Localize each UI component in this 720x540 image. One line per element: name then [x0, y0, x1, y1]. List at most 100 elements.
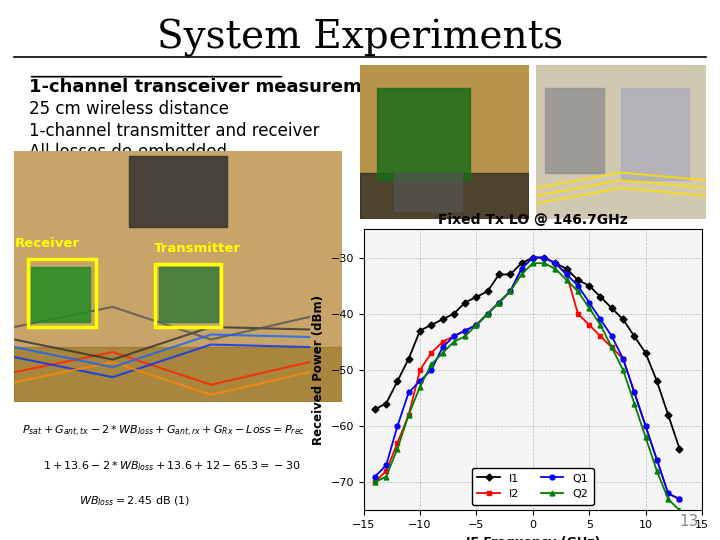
- Bar: [360, 173, 529, 219]
- I1: [574, 277, 582, 284]
- I2: [483, 310, 492, 317]
- I2: [528, 254, 537, 261]
- Q1: [540, 254, 549, 261]
- Q1: [528, 254, 537, 261]
- I1: [427, 322, 436, 328]
- I1: [382, 400, 390, 407]
- Q2: [461, 333, 469, 340]
- I1: [405, 355, 413, 362]
- I1: [506, 271, 515, 278]
- Bar: [31, 267, 90, 322]
- Q1: [562, 271, 571, 278]
- Bar: [158, 267, 217, 322]
- Text: 13: 13: [679, 514, 698, 529]
- Bar: [545, 88, 604, 173]
- I2: [664, 490, 672, 497]
- Q2: [675, 507, 684, 514]
- Text: All losses de-embedded: All losses de-embedded: [29, 143, 227, 161]
- Q2: [664, 496, 672, 502]
- Q2: [472, 322, 481, 328]
- I2: [630, 389, 639, 396]
- Q1: [608, 333, 616, 340]
- Q2: [540, 260, 549, 266]
- Q1: [630, 389, 639, 396]
- I1: [642, 350, 650, 356]
- I1: [562, 266, 571, 272]
- I1: [472, 294, 481, 300]
- Q1: [415, 378, 424, 384]
- Q1: [382, 462, 390, 469]
- I2: [551, 260, 559, 266]
- I2: [540, 254, 549, 261]
- Text: $WB_{loss} = 2.45\ \mathrm{dB}\ (1)$: $WB_{loss} = 2.45\ \mathrm{dB}\ (1)$: [79, 494, 190, 508]
- Line: Q2: Q2: [372, 261, 682, 513]
- Q1: [596, 316, 605, 322]
- I1: [449, 310, 458, 317]
- Q2: [382, 474, 390, 480]
- Q2: [551, 266, 559, 272]
- Bar: [14, 347, 342, 402]
- I2: [608, 344, 616, 350]
- I2: [405, 411, 413, 418]
- Q1: [506, 288, 515, 294]
- I2: [596, 333, 605, 340]
- I2: [642, 423, 650, 429]
- Q2: [630, 400, 639, 407]
- Q2: [574, 288, 582, 294]
- Q1: [405, 389, 413, 396]
- Bar: [377, 88, 470, 180]
- Q2: [517, 271, 526, 278]
- I1: [371, 406, 379, 413]
- I2: [438, 339, 447, 345]
- Bar: [394, 173, 462, 211]
- Q2: [642, 434, 650, 441]
- I2: [506, 288, 515, 294]
- I2: [449, 333, 458, 340]
- I2: [652, 456, 661, 463]
- Q1: [483, 310, 492, 317]
- I1: [608, 305, 616, 312]
- Line: Q1: Q1: [372, 255, 682, 502]
- Q1: [461, 327, 469, 334]
- Q1: [472, 322, 481, 328]
- I1: [393, 378, 402, 384]
- Q2: [483, 310, 492, 317]
- I2: [415, 367, 424, 373]
- I1: [675, 446, 684, 452]
- I2: [517, 266, 526, 272]
- Q2: [438, 350, 447, 356]
- Text: Receiver: Receiver: [14, 237, 80, 249]
- Q1: [675, 496, 684, 502]
- Q1: [574, 282, 582, 289]
- Bar: [621, 88, 689, 180]
- I2: [393, 440, 402, 446]
- I2: [461, 327, 469, 334]
- Q2: [506, 288, 515, 294]
- X-axis label: IF Frequency (GHz): IF Frequency (GHz): [466, 536, 600, 540]
- I2: [382, 468, 390, 474]
- Q2: [393, 446, 402, 452]
- Q2: [528, 260, 537, 266]
- Y-axis label: Received Power (dBm): Received Power (dBm): [312, 295, 325, 445]
- Q2: [495, 299, 503, 306]
- Q2: [652, 468, 661, 474]
- Q2: [405, 411, 413, 418]
- I1: [585, 282, 593, 289]
- Line: I2: I2: [372, 255, 682, 502]
- Q2: [596, 322, 605, 328]
- Q1: [449, 333, 458, 340]
- Title: Fixed Tx LO @ 146.7GHz: Fixed Tx LO @ 146.7GHz: [438, 213, 628, 227]
- Text: System Experiments: System Experiments: [157, 19, 563, 57]
- Q2: [618, 367, 627, 373]
- I2: [562, 271, 571, 278]
- I1: [415, 327, 424, 334]
- Q1: [427, 367, 436, 373]
- Q1: [438, 344, 447, 350]
- Q1: [652, 456, 661, 463]
- I2: [495, 299, 503, 306]
- I1: [483, 288, 492, 294]
- Text: Transmitter: Transmitter: [154, 241, 241, 255]
- I2: [585, 322, 593, 328]
- Q1: [371, 474, 379, 480]
- Q2: [415, 383, 424, 390]
